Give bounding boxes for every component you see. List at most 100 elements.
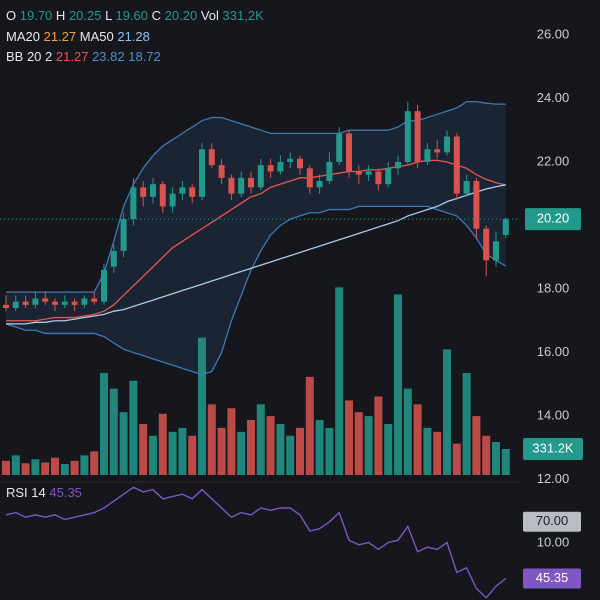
y-tick-label: 22.00 <box>537 153 570 168</box>
volume-bar <box>109 388 118 475</box>
volume-bar <box>325 427 334 475</box>
volume-bar <box>247 420 255 475</box>
volume-bar <box>237 431 246 475</box>
candle-body <box>238 177 245 194</box>
candle-body <box>395 161 401 169</box>
candle-body <box>101 269 107 302</box>
volume-bar <box>492 442 500 475</box>
candle-body <box>208 149 215 166</box>
volume-bar <box>305 376 314 475</box>
volume-bar <box>217 427 226 475</box>
volume-bar <box>60 464 69 475</box>
volume-bar <box>315 420 324 475</box>
volume-bar <box>403 388 412 475</box>
volume-bar <box>286 435 295 475</box>
legend-key: O <box>6 8 16 23</box>
volume-bar <box>462 372 471 475</box>
rsi-last-box <box>523 568 581 589</box>
candle-body <box>483 228 490 261</box>
candle-body <box>3 304 9 309</box>
volume-bar <box>70 460 79 475</box>
y-tick-label: 10.00 <box>537 534 570 549</box>
volume-bar <box>119 412 128 475</box>
legend-row: BB 20 2 21.27 23.82 18.72 <box>6 49 161 64</box>
y-tick-label: 26.00 <box>537 26 570 41</box>
candle-body <box>12 301 19 309</box>
volume-bar <box>90 451 99 475</box>
legend-key: L <box>105 8 112 23</box>
candle-body <box>257 165 264 188</box>
last-price-box <box>525 208 581 231</box>
y-tick-label: 18.00 <box>537 280 570 295</box>
volume-bar <box>207 404 216 475</box>
rsi-tick-label: 70.00 <box>536 513 569 528</box>
volume-bar <box>178 427 187 475</box>
volume-bar <box>168 431 177 475</box>
legend-key: BB 20 2 <box>6 49 52 64</box>
volume-bar <box>80 455 89 475</box>
volume-bar <box>100 372 108 475</box>
legend-header: O 19.70 H 20.25 L 19.60 C 20.20 Vol 331,… <box>6 8 264 500</box>
candle-body <box>502 219 509 235</box>
candle-body <box>267 165 274 172</box>
candle-body <box>277 161 284 172</box>
candle-body <box>71 301 78 305</box>
candle-body <box>81 298 88 305</box>
candle-body <box>179 187 186 194</box>
candle-body <box>22 301 29 305</box>
candle-body <box>404 111 411 162</box>
candle-body <box>248 177 254 188</box>
legend-value: 18.72 <box>128 49 161 64</box>
candle-body <box>61 301 68 305</box>
legend-key: RSI 14 <box>6 485 46 500</box>
candle-body <box>32 298 39 305</box>
candle-body <box>444 136 450 153</box>
volume-bar <box>364 416 373 475</box>
legend-key: Vol <box>201 8 219 23</box>
candle-body <box>130 187 137 220</box>
legend-value: 20.20 <box>165 8 198 23</box>
bollinger-lower <box>5 205 507 376</box>
candle-body <box>434 149 441 153</box>
candle-body <box>228 177 235 194</box>
volume-bar <box>423 427 432 475</box>
legend-row: RSI 14 45.35 <box>6 485 82 500</box>
volume-bar <box>354 412 363 475</box>
volume-bar <box>296 427 304 475</box>
candle-body <box>120 219 127 251</box>
candle-body <box>493 241 499 261</box>
legend-value: 23.82 <box>92 49 125 64</box>
legend-value: 19.60 <box>115 8 148 23</box>
volume-bar <box>501 448 510 475</box>
volume-bar <box>374 396 383 475</box>
candle-body <box>355 171 362 175</box>
candle-body <box>150 184 156 197</box>
volume-bar <box>482 435 491 475</box>
volume-bar <box>413 404 422 475</box>
volume-bar <box>433 431 442 475</box>
candle-body <box>287 158 294 162</box>
candle-body <box>189 187 196 197</box>
volume-bar <box>256 404 265 475</box>
volume-bar <box>198 337 206 475</box>
legend-value: 21.27 <box>56 49 89 64</box>
legend-key: H <box>56 8 65 23</box>
legend-value: 19.70 <box>20 8 53 23</box>
volume-bar <box>51 457 59 475</box>
candle-body <box>140 187 147 197</box>
candle-body <box>52 301 58 305</box>
y-tick-label: 24.00 <box>537 90 570 105</box>
plot-area: 26.00 24.00 22.00 18.00 16.00 14.00 12.00 10.00… <box>0 26 583 599</box>
rsi-line <box>5 486 507 599</box>
legend-key: MA50 <box>80 29 114 44</box>
volume-bar <box>443 349 451 475</box>
candle-body <box>297 158 303 169</box>
candle-body <box>414 111 421 162</box>
candle-body <box>336 133 343 162</box>
candle-body <box>316 181 323 188</box>
y-tick-label: 12.00 <box>537 471 570 486</box>
volume-box <box>523 437 583 460</box>
candle-body <box>346 133 352 172</box>
volume-bar <box>139 423 148 475</box>
